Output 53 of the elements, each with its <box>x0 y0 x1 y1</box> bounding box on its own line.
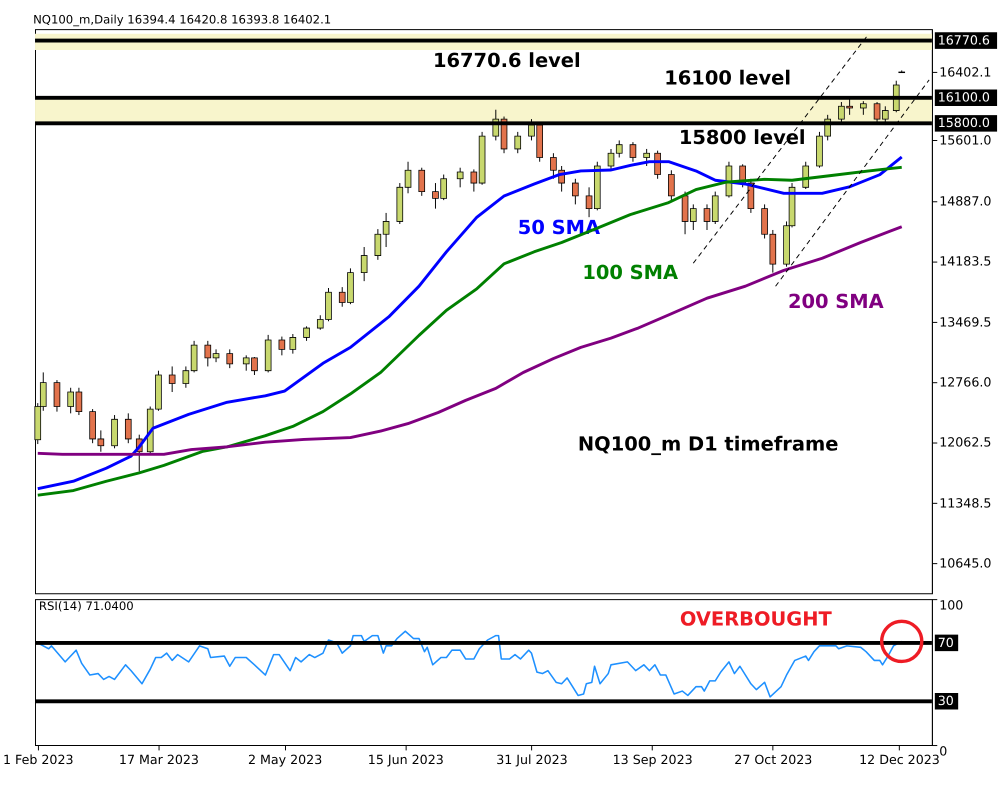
series-label: 100 SMA <box>582 260 678 284</box>
y-tick-label: 15601.0 <box>939 132 992 148</box>
candlestick <box>124 412 132 444</box>
candlestick <box>470 168 478 192</box>
series-label: 200 SMA <box>788 290 884 313</box>
candlestick <box>643 148 650 166</box>
candlestick <box>168 366 176 393</box>
candlestick <box>550 152 557 180</box>
x-tick-label: 12 Dec 2023 <box>859 752 940 768</box>
y-tick-label: 10645.0 <box>939 555 992 570</box>
candlestick <box>303 326 310 342</box>
annotation: 16100 level <box>664 66 792 90</box>
x-tick-label: 1 Feb 2023 <box>2 752 74 768</box>
candlestick <box>278 336 286 356</box>
candlestick <box>360 246 368 282</box>
candlestick <box>514 131 522 154</box>
chart-title: NQ100_m,Daily 16394.4 16420.8 16393.8 16402.1 <box>33 12 332 26</box>
y-tick-label: 11348.5 <box>939 495 992 510</box>
x-tick-label: 31 Jul 2023 <box>496 752 568 768</box>
candlestick <box>382 212 390 248</box>
y-tick-label: 12062.5 <box>939 434 992 450</box>
x-tick-label: 2 May 2023 <box>248 752 322 768</box>
y-tick-label: 100 <box>939 597 964 612</box>
ref-line-label: 30 <box>938 693 954 708</box>
annotation: 15800 level <box>678 126 806 149</box>
candlestick <box>456 167 464 188</box>
y-tick-label: 0 <box>939 743 948 758</box>
ref-line-label: 70 <box>938 634 954 650</box>
annotation: 16770.6 level <box>432 49 581 72</box>
candlestick <box>418 167 426 196</box>
x-tick-label: 27 Oct 2023 <box>734 752 812 768</box>
y-tick-label: 12766.0 <box>939 374 992 390</box>
x-tick-label: 15 Jun 2023 <box>368 752 444 768</box>
candlestick <box>668 170 675 201</box>
candlestick <box>572 178 579 205</box>
x-tick-label: 17 Mar 2023 <box>118 752 199 768</box>
y-tick-label: 14183.5 <box>939 254 992 269</box>
candlestick <box>226 348 234 369</box>
candlestick <box>290 334 296 354</box>
annotation: NQ100_m D1 timeframe <box>578 432 838 456</box>
candlestick <box>54 380 60 412</box>
y-tick-label: 14887.0 <box>939 194 992 209</box>
candlestick <box>374 228 382 260</box>
y-tick-label: 13469.5 <box>939 314 992 330</box>
candlestick <box>630 142 636 162</box>
candlestick <box>182 366 190 388</box>
ref-line-label: 16100.0 <box>938 90 990 105</box>
annotation: OVERBOUGHT <box>680 607 833 630</box>
chart-title: RSI(14) 71.0400 <box>38 598 134 613</box>
x-tick-label: 13 Sep 2023 <box>612 752 693 768</box>
y-tick-label: 16402.1 <box>939 64 992 80</box>
ref-line-label: 16770.6 <box>938 32 990 48</box>
ref-line-label: 15800.0 <box>938 115 990 130</box>
